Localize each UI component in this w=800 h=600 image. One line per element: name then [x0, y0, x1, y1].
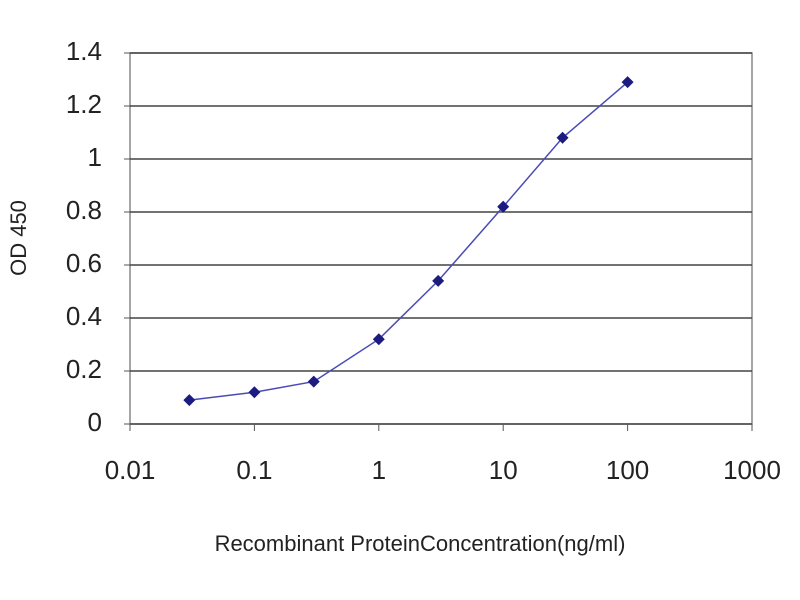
- x-tick-label: 1: [372, 455, 386, 485]
- y-tick-label: 1.2: [66, 89, 102, 119]
- marker: [497, 200, 510, 213]
- x-tick-label: 10: [489, 455, 518, 485]
- marker: [621, 76, 634, 89]
- y-tick-label: 0.6: [66, 248, 102, 278]
- marker: [556, 131, 569, 144]
- marker: [307, 375, 320, 388]
- y-tick-label: 0.4: [66, 301, 102, 331]
- y-tick-label: 0.2: [66, 354, 102, 384]
- marker: [248, 386, 261, 399]
- x-tick-label: 100: [606, 455, 649, 485]
- y-tick-label: 1: [88, 142, 102, 172]
- y-axis-label: OD 450: [6, 200, 31, 276]
- y-tick-label: 0.8: [66, 195, 102, 225]
- line: [189, 81, 629, 401]
- x-axis-label: Recombinant ProteinConcentration(ng/ml): [215, 531, 626, 556]
- y-tick-label: 1.4: [66, 36, 102, 66]
- x-tick-label: 1000: [723, 455, 781, 485]
- x-tick-label: 0.01: [105, 455, 156, 485]
- marker: [432, 274, 445, 287]
- marker: [183, 394, 196, 407]
- plot-area: [129, 52, 753, 425]
- x-tick-label: 0.1: [236, 455, 272, 485]
- y-tick-label: 0: [88, 407, 102, 437]
- marker: [372, 333, 385, 346]
